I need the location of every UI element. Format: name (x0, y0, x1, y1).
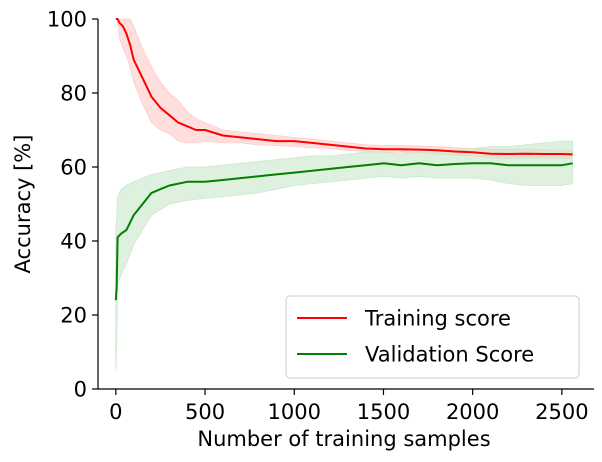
training-score-line (115, 18, 573, 156)
series-lines (114, 18, 573, 301)
x-axis-ticks: 0 500 1000 1500 2000 2500 (109, 389, 589, 424)
x-tick-label: 0 (109, 400, 122, 424)
legend-label-validation: Validation Score (365, 343, 534, 367)
x-tick-label: 1000 (268, 400, 321, 424)
legend: Training score Validation Score (285, 295, 580, 379)
y-tick-label: 80 (60, 82, 87, 106)
y-tick-label: 100 (47, 8, 87, 32)
x-tick-label: 500 (185, 400, 225, 424)
validation-confidence-band (115, 140, 573, 371)
x-tick-label: 2500 (535, 400, 588, 424)
y-tick-label: 20 (60, 304, 87, 328)
y-tick-label: 0 (74, 378, 87, 402)
legend-label-training: Training score (364, 307, 511, 331)
y-tick-label: 40 (60, 230, 87, 254)
x-tick-label: 2000 (446, 400, 499, 424)
axes (97, 19, 594, 390)
x-axis-title: Number of training samples (197, 427, 490, 451)
training-confidence-band (115, 18, 573, 159)
y-tick-label: 60 (60, 156, 87, 180)
y-axis-title: Accuracy [%] (11, 135, 35, 274)
validation-score-line (114, 162, 573, 301)
y-axis-ticks: 0 20 40 60 80 100 (47, 8, 98, 402)
legend-box (285, 295, 580, 379)
x-tick-label: 1500 (357, 400, 410, 424)
